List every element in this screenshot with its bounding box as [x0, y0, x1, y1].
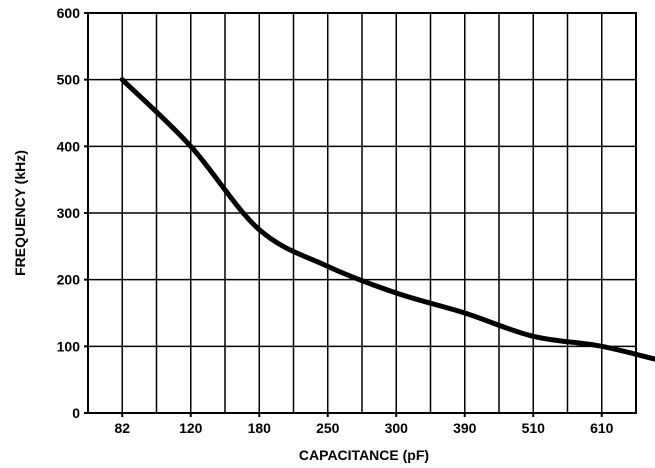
y-tick-label: 0 [72, 405, 80, 421]
frequency-curve [119, 77, 655, 362]
y-tick-label: 600 [57, 5, 81, 21]
y-tick-label: 100 [57, 338, 81, 354]
x-tick-label: 300 [385, 420, 409, 436]
y-tick-label: 200 [57, 272, 81, 288]
x-tick-label: 120 [179, 420, 203, 436]
x-axis-label: CAPACITANCE (pF) [299, 447, 429, 463]
y-tick-label: 300 [57, 205, 81, 221]
y-tick-labels: 0 100 200 300 400 500 600 [57, 5, 88, 421]
y-axis-label: FREQUENCY (kHz) [12, 150, 28, 276]
x-tick-label: 390 [453, 420, 477, 436]
y-tick-label: 400 [57, 138, 81, 154]
x-tick-label: 610 [590, 420, 614, 436]
x-tick-labels: 821201802503003905106108201200 [114, 413, 614, 436]
x-tick-label: 510 [522, 420, 546, 436]
x-tick-label: 250 [316, 420, 340, 436]
grid-lines [88, 13, 636, 413]
y-tick-label: 500 [57, 72, 81, 88]
x-tick-label: 180 [248, 420, 272, 436]
x-tick-label: 82 [114, 420, 130, 436]
